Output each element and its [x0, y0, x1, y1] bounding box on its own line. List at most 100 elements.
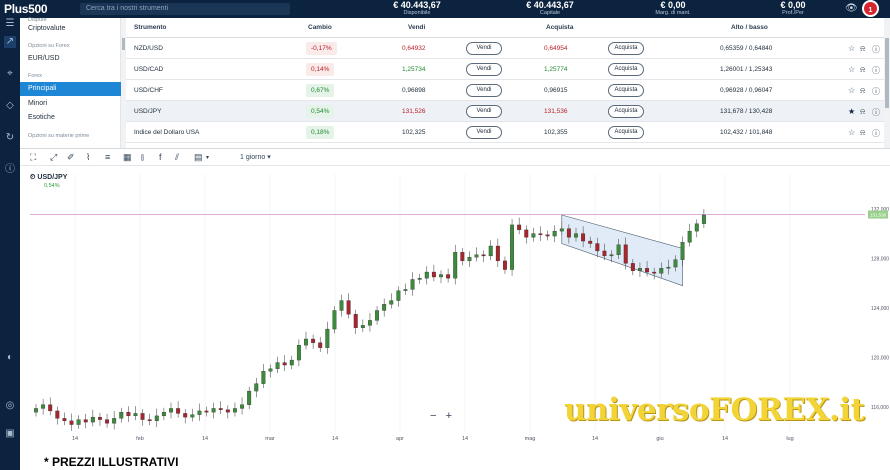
- search-input[interactable]: Cerca tra i nostri strumenti: [80, 3, 290, 15]
- category-item[interactable]: Criptovalute: [28, 25, 66, 32]
- info-icon[interactable]: ⓘ: [872, 45, 880, 54]
- column-sell: Vendi: [408, 24, 426, 31]
- category-item-selected[interactable]: Principali: [20, 82, 121, 96]
- candle: [225, 409, 230, 413]
- alert-bell-icon[interactable]: ⍾: [860, 128, 866, 137]
- candle: [176, 408, 181, 414]
- draw-icon[interactable]: ✐: [67, 152, 75, 162]
- history-nav-icon[interactable]: ↻: [5, 132, 15, 143]
- sell-button[interactable]: Vendi: [466, 84, 502, 97]
- category-panel: Dispute Criptovalute Opzioni su Forex EU…: [20, 17, 121, 148]
- candle: [34, 408, 38, 413]
- buy-price: 131,536: [544, 108, 568, 115]
- logo: Plus500: [4, 2, 48, 16]
- crosshair-icon[interactable]: ⤢: [50, 152, 58, 162]
- candle: [559, 228, 564, 232]
- category-item[interactable]: Esotiche: [28, 114, 55, 121]
- column-instrument[interactable]: Strumento: [134, 24, 167, 31]
- x-tick-label: apr: [396, 436, 404, 442]
- candles-icon[interactable]: ⫾: [141, 152, 144, 162]
- buy-button[interactable]: Acquista: [608, 126, 644, 139]
- chart-area[interactable]: 14 feb 14 mar 14 apr 14 mag 14 giu 14 lug 116,000 120…: [20, 166, 890, 442]
- buy-button[interactable]: Acquista: [608, 42, 644, 55]
- table-row[interactable]: Indice del Dollaro USA 0,18% 102,325 Vendi 1…: [126, 122, 884, 143]
- alert-bell-icon[interactable]: ⍾: [860, 86, 866, 95]
- table-scrollbar[interactable]: [884, 18, 890, 148]
- buy-price: 1,25774: [544, 66, 568, 73]
- table-row[interactable]: USD/CHF 0,67% 0,96898 Vendi 0,96915 Acquista 0…: [126, 80, 884, 101]
- positions-nav-icon[interactable]: ⌖: [7, 68, 13, 79]
- candle: [566, 228, 571, 238]
- price-chart[interactable]: 14 feb 14 mar 14 apr 14 mag 14 giu 14 lug 116,000 120…: [20, 166, 890, 442]
- alert-bell-icon[interactable]: ⍾: [860, 44, 866, 53]
- indicators-icon[interactable]: f: [159, 152, 162, 162]
- alert-bell-icon[interactable]: ⍾: [860, 65, 866, 74]
- favorite-star-icon[interactable]: ☆: [848, 44, 856, 53]
- info-icon[interactable]: ⓘ: [872, 87, 880, 96]
- candle: [254, 383, 259, 392]
- sell-button[interactable]: Vendi: [466, 63, 502, 76]
- candle: [595, 243, 600, 252]
- table-row[interactable]: USD/JPY 0,54% 131,526 Vendi 131,536 Acquista 1…: [126, 101, 884, 122]
- buy-button[interactable]: Acquista: [608, 63, 644, 76]
- category-item[interactable]: Minori: [28, 100, 48, 107]
- candle: [396, 290, 401, 301]
- layout-icon[interactable]: ▦: [123, 152, 132, 162]
- candle: [637, 268, 642, 271]
- candle: [446, 274, 451, 279]
- chevron-down-icon[interactable]: ▾: [206, 155, 210, 161]
- candle: [289, 359, 294, 366]
- support-icon[interactable]: ◎: [5, 400, 15, 411]
- theme-icon[interactable]: ◐: [6, 352, 14, 363]
- candle: [531, 233, 536, 238]
- candle: [296, 345, 301, 361]
- candle: [659, 268, 664, 274]
- buy-button[interactable]: Acquista: [608, 105, 644, 118]
- candle: [403, 289, 408, 291]
- info-icon[interactable]: ⓘ: [872, 108, 880, 117]
- candle: [467, 257, 472, 262]
- zoom-in-button[interactable]: +: [445, 410, 453, 422]
- fullscreen-icon[interactable]: ⛶: [30, 152, 37, 162]
- instrument-name: NZD/USD: [134, 45, 163, 52]
- table-row[interactable]: USD/CAD 0,14% 1,25734 Vendi 1,25774 Acquista 1…: [126, 59, 884, 80]
- candle: [97, 416, 102, 420]
- instrument-name: USD/JPY: [134, 108, 162, 115]
- account-icon[interactable]: ▣: [5, 428, 15, 439]
- sell-button[interactable]: Vendi: [466, 105, 502, 118]
- notifications-badge[interactable]: 1: [862, 0, 879, 17]
- info-icon[interactable]: ⓘ: [872, 66, 880, 75]
- zoom-out-button[interactable]: −: [430, 410, 437, 422]
- compare-icon[interactable]: ⫽: [175, 152, 180, 162]
- sell-button[interactable]: Vendi: [466, 126, 502, 139]
- channel-icon[interactable]: ≡: [105, 152, 111, 162]
- buy-button[interactable]: Acquista: [608, 84, 644, 97]
- table-row[interactable]: NZD/USD -0,17% 0,64932 Vendi 0,64954 Acquista…: [126, 38, 884, 59]
- chart-nav-icon[interactable]: ↗: [4, 36, 16, 48]
- info-icon[interactable]: ⓘ: [872, 129, 880, 138]
- trendline-icon[interactable]: ⌇: [86, 152, 91, 162]
- category-scrollbar[interactable]: [121, 18, 126, 148]
- favorite-star-icon[interactable]: ☆: [848, 65, 856, 74]
- favorite-star-icon[interactable]: ☆: [848, 86, 856, 95]
- timeframe-selector[interactable]: 1 giorno ▾: [240, 154, 271, 161]
- info-nav-icon[interactable]: ⓘ: [5, 164, 15, 175]
- sell-button[interactable]: Vendi: [466, 42, 502, 55]
- orders-nav-icon[interactable]: ◇: [6, 100, 14, 111]
- favorite-star-icon[interactable]: ★: [848, 107, 856, 116]
- column-change[interactable]: Cambio: [308, 24, 332, 31]
- menu-icon[interactable]: ☰: [5, 18, 15, 29]
- candle: [360, 325, 365, 328]
- high-low-range: 0,65359 / 0,64840: [720, 45, 773, 52]
- alert-bell-icon[interactable]: ⍾: [860, 107, 866, 116]
- x-tick-label: 14: [462, 436, 468, 442]
- change-value: -0,17%: [306, 42, 337, 55]
- candle: [680, 242, 685, 260]
- candle: [673, 259, 678, 268]
- favorite-star-icon[interactable]: ☆: [848, 128, 856, 137]
- hide-eye-icon[interactable]: 👁: [845, 3, 858, 14]
- candle: [183, 413, 188, 418]
- category-item[interactable]: EUR/USD: [28, 55, 60, 62]
- calendar-icon[interactable]: ▤: [194, 152, 203, 162]
- y-tick-label: 116,000: [871, 405, 889, 411]
